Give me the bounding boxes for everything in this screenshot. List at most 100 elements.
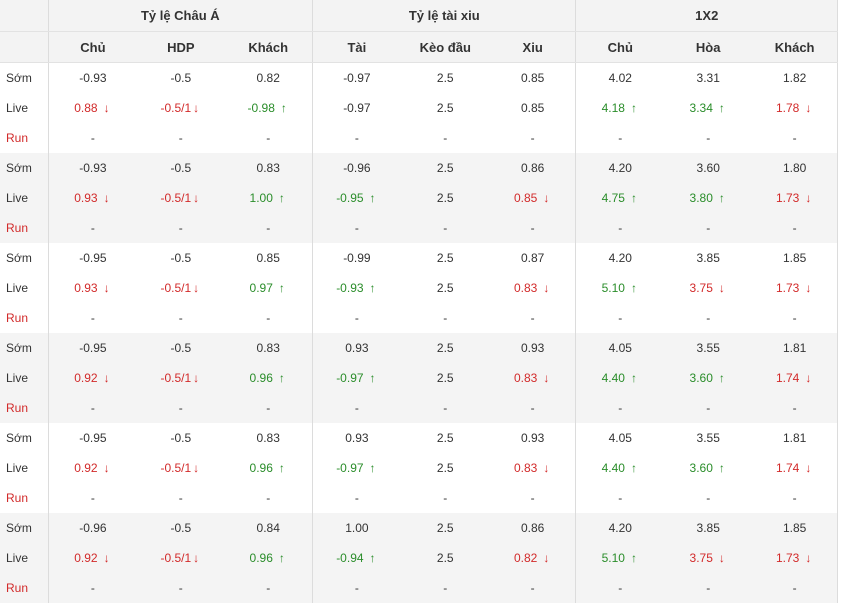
odds-cell: 1.74 ↓ (752, 452, 839, 483)
odds-cell: - (224, 302, 314, 333)
odds-value: 5.10 (601, 280, 625, 295)
odds-cell: 0.92 ↓ (48, 453, 137, 483)
odds-cell: 2.5 (400, 332, 490, 363)
arrow-down-icon: ↓ (718, 550, 725, 565)
arrow-down-icon: ↓ (193, 460, 200, 475)
corner-cell (0, 0, 49, 32)
arrow-down-icon: ↓ (193, 550, 200, 565)
arrow-up-icon: ↑ (278, 370, 285, 385)
odds-cell: - (752, 122, 839, 153)
odds-cell: 2.5 (401, 453, 490, 483)
odds-cell: - (489, 482, 577, 513)
arrow-down-icon: ↓ (805, 370, 812, 385)
col-header-under: Xiu (489, 31, 577, 63)
odds-value: 1.78 (775, 100, 800, 115)
arrow-down-icon: ↓ (193, 280, 200, 295)
odds-cell: 0.82 (224, 62, 314, 93)
odds-value: 1.00 (249, 190, 273, 205)
odds-value: 3.60 (689, 460, 713, 475)
odds-value: 0.92 (74, 460, 98, 475)
arrow-up-icon: ↑ (718, 370, 725, 385)
col-header-hdp: HDP (137, 31, 225, 63)
odds-cell: - (48, 392, 138, 423)
odds-cell: 1.85 (752, 242, 839, 273)
arrow-up-icon: ↑ (630, 190, 637, 205)
odds-cell: 2.5 (436, 250, 454, 265)
odds-cell: 0.92 ↓ (48, 542, 138, 573)
odds-cell: - (400, 572, 490, 603)
odds-cell: -0.96 (312, 152, 401, 183)
arrow-up-icon: ↑ (369, 280, 376, 295)
arrow-down-icon: ↓ (103, 550, 110, 565)
arrow-up-icon: ↑ (278, 460, 285, 475)
odds-cell: - (90, 310, 95, 325)
row-label-run: Run (0, 212, 49, 243)
odds-cell: 1.80 (752, 152, 839, 183)
odds-cell: 4.05 (608, 430, 632, 445)
odds-value: 2.5 (436, 100, 454, 115)
odds-cell: - (664, 572, 753, 603)
odds-cell: 0.83 (224, 332, 314, 363)
odds-value: 0.85 (520, 100, 545, 115)
row-label-run: Run (0, 572, 49, 603)
odds-cell: 4.20 (575, 512, 665, 543)
odds-cell: - (618, 490, 623, 505)
arrow-down-icon: ↓ (543, 550, 550, 565)
arrow-down-icon: ↓ (103, 370, 110, 385)
odds-cell: - (752, 482, 839, 513)
odds-cell: - (48, 212, 138, 243)
odds-cell: 5.10 ↑ (575, 542, 665, 573)
odds-cell: - (443, 130, 448, 145)
odds-value: 0.92 (74, 370, 98, 385)
odds-cell: -0.5/1 ↓ (137, 273, 224, 303)
table-row-live: Live 0.92 ↓ -0.5/1 ↓ 0.96 ↑ -0.97 ↑ 2.5 0.83 ↓ 4.40 ↑… (0, 362, 839, 393)
odds-cell: 0.83 ↓ (489, 452, 577, 483)
table-row-run: Run - - - - - - - - - (0, 212, 839, 243)
odds-cell: 3.55 (696, 430, 720, 445)
row-label-run: Run (0, 482, 49, 513)
odds-cell: -0.97 ↑ (313, 453, 401, 483)
odds-cell: - (178, 490, 183, 505)
odds-cell: 3.80 ↑ (664, 182, 753, 213)
group-header-asian: Tỷ lệ Châu Á (48, 0, 314, 32)
odds-value: 0.93 (74, 280, 98, 295)
odds-cell: 0.86 (489, 152, 577, 183)
odds-cell: -0.97 ↑ (312, 362, 401, 393)
odds-cell: - (443, 490, 448, 505)
odds-cell: 0.85 (489, 62, 577, 93)
arrow-down-icon: ↓ (193, 190, 200, 205)
odds-cell: 3.75 ↓ (664, 273, 752, 303)
group-header-row: Tỷ lệ Châu Á Tỷ lệ tài xiu 1X2 (0, 0, 838, 32)
odds-cell: 4.20 (608, 250, 632, 265)
odds-cell: -0.95 ↑ (312, 182, 401, 213)
odds-value: 4.18 (601, 100, 625, 115)
odds-cell: 1.00 ↑ (224, 182, 314, 213)
odds-cell: - (664, 392, 753, 423)
table-row-live: Live 0.92 ↓ -0.5/1 ↓ 0.96 ↑ -0.97 ↑ 2.5 0.83 ↓ 4.40 ↑… (0, 452, 839, 483)
odds-value: 1.74 (775, 460, 800, 475)
odds-cell: 0.83 ↓ (489, 272, 577, 303)
odds-cell: 2.5 (400, 362, 490, 393)
odds-value: 0.93 (74, 190, 98, 205)
odds-cell: 0.92 ↓ (48, 362, 138, 393)
odds-cell: 4.18 ↑ (576, 93, 664, 123)
odds-cell: - (664, 212, 753, 243)
odds-cell: -0.93 (48, 152, 138, 183)
odds-cell: -0.5 (137, 332, 225, 363)
odds-cell: 3.85 (696, 250, 720, 265)
odds-cell: 1.81 (752, 422, 839, 453)
odds-cell: 4.40 ↑ (576, 453, 664, 483)
odds-cell: - (752, 392, 839, 423)
odds-value: 0.96 (249, 460, 273, 475)
odds-value: 5.10 (601, 550, 625, 565)
arrow-down-icon: ↓ (805, 100, 812, 115)
odds-cell: -0.94 ↑ (312, 542, 401, 573)
odds-cell: 3.85 (664, 512, 753, 543)
odds-cell: - (489, 572, 577, 603)
odds-value: -0.98 (247, 100, 275, 115)
odds-value: -0.97 (336, 460, 364, 475)
row-label-early: Sớm (0, 242, 49, 273)
odds-cell: - (178, 310, 183, 325)
odds-cell: -0.5 (137, 152, 225, 183)
arrow-down-icon: ↓ (103, 460, 110, 475)
